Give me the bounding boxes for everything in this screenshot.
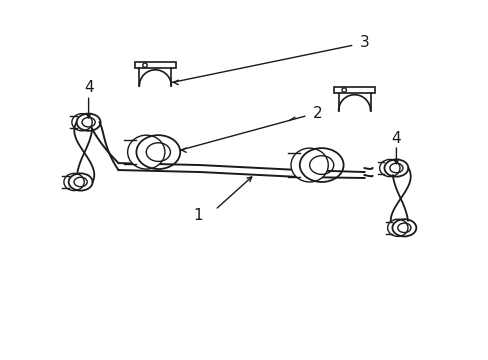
Ellipse shape: [127, 135, 164, 169]
Ellipse shape: [290, 148, 327, 182]
Ellipse shape: [379, 159, 399, 177]
Text: 4: 4: [83, 80, 93, 95]
Ellipse shape: [72, 114, 92, 131]
Ellipse shape: [387, 219, 407, 237]
Text: 4: 4: [391, 131, 400, 146]
Text: 2: 2: [312, 106, 322, 121]
Text: 1: 1: [193, 208, 203, 223]
Ellipse shape: [64, 174, 84, 190]
Text: 3: 3: [359, 35, 368, 50]
